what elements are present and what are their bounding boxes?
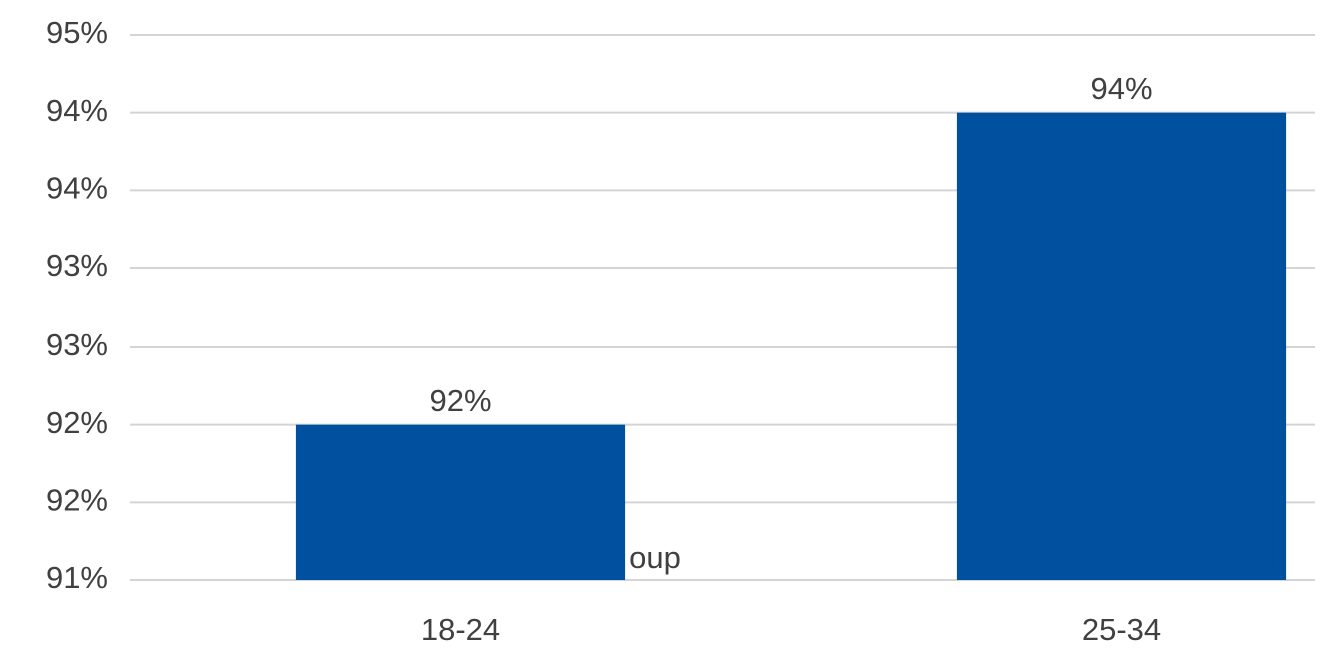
x-tick-label: 25-34 xyxy=(1082,612,1161,647)
y-tick-label: 91% xyxy=(46,560,108,595)
bar xyxy=(295,424,626,580)
y-tick-label: 94% xyxy=(46,171,108,206)
annotation: oup xyxy=(629,540,681,575)
y-tick-label: 94% xyxy=(46,93,108,128)
y-tick-label: 95% xyxy=(46,15,108,50)
y-tick-label: 93% xyxy=(46,248,108,283)
data-label: 94% xyxy=(1090,71,1152,106)
bar xyxy=(956,112,1287,580)
y-tick-label: 92% xyxy=(46,483,108,518)
y-tick-label: 92% xyxy=(46,405,108,440)
y-tick-label: 93% xyxy=(46,327,108,362)
x-tick-label: 18-24 xyxy=(421,612,500,647)
data-label: 92% xyxy=(429,383,491,418)
